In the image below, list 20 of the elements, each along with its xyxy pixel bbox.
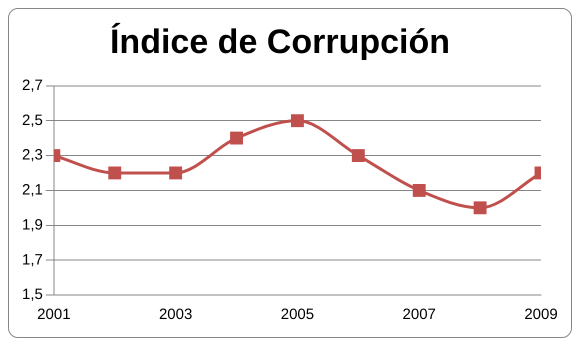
point — [290, 114, 304, 128]
x-tick-label: 2003 — [158, 306, 192, 324]
y-tick-label: 1,9 — [22, 216, 43, 234]
y-tick-label: 1,7 — [22, 251, 43, 268]
y-tick-label: 2,3 — [22, 146, 43, 164]
x-tick-label: 2001 — [37, 306, 71, 324]
x-tick-label: 2007 — [402, 306, 436, 324]
point — [230, 132, 243, 145]
x-tick-label: 2005 — [280, 306, 314, 324]
y-tick-label: 2,7 — [22, 76, 43, 94]
y-tick-label: 1,5 — [22, 286, 43, 304]
point — [352, 149, 365, 162]
x-tick-label: 2009 — [524, 306, 558, 324]
point — [412, 184, 426, 197]
point — [108, 166, 122, 180]
point — [474, 201, 487, 214]
y-tick-label: 2,5 — [22, 112, 43, 129]
point — [169, 166, 182, 180]
chart-title: Índice de Corrupción — [110, 22, 450, 61]
y-tick-label: 2,1 — [22, 182, 43, 199]
